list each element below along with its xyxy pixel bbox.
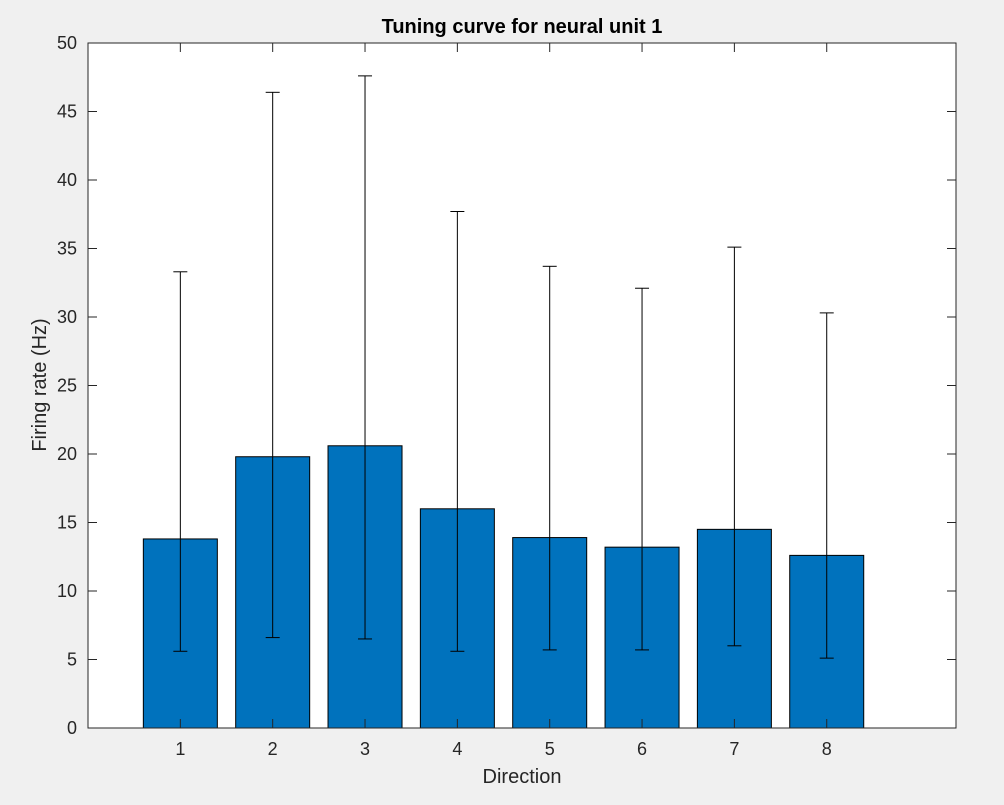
x-axis-ticks: 1 2 3 4 5 6 7 8	[175, 43, 832, 759]
x-tick-label: 2	[268, 739, 278, 759]
y-tick-label: 10	[57, 581, 77, 601]
y-axis-ticks: 0 5 10 15 20 25 30 35 40 45 50	[57, 33, 956, 738]
x-tick-label: 1	[175, 739, 185, 759]
x-axis-label: Direction	[483, 766, 562, 788]
x-tick-label: 4	[452, 739, 462, 759]
x-tick-label: 7	[729, 739, 739, 759]
y-tick-label: 45	[57, 102, 77, 122]
error-bars-group	[173, 75, 834, 659]
y-axis-label: Firing rate (Hz)	[29, 318, 51, 451]
y-tick-label: 15	[57, 513, 77, 533]
x-tick-label: 6	[637, 739, 647, 759]
y-tick-label: 35	[57, 239, 77, 259]
y-tick-label: 25	[57, 376, 77, 396]
chart-title: Tuning curve for neural unit 1	[382, 16, 663, 38]
x-tick-label: 5	[545, 739, 555, 759]
y-tick-label: 5	[67, 650, 77, 670]
y-tick-label: 20	[57, 444, 77, 464]
x-tick-label: 3	[360, 739, 370, 759]
y-tick-label: 40	[57, 170, 77, 190]
x-tick-label: 8	[822, 739, 832, 759]
y-tick-label: 30	[57, 307, 77, 327]
y-tick-label: 0	[67, 718, 77, 738]
y-tick-label: 50	[57, 33, 77, 53]
